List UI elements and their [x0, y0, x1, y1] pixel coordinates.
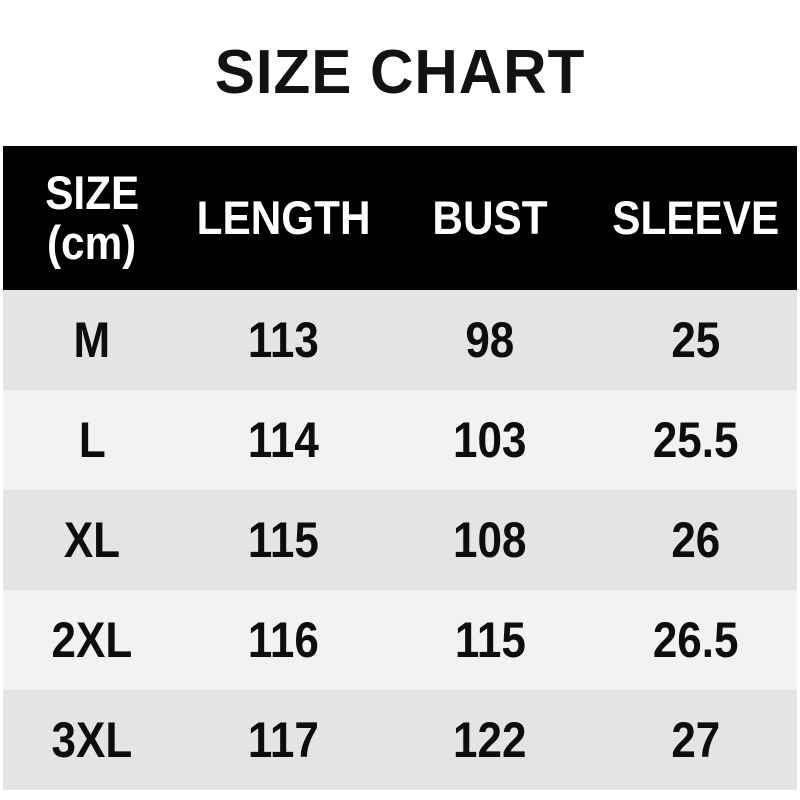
cell-size-value: 2XL [51, 612, 133, 668]
cell-length-value: 116 [247, 612, 319, 668]
cell-size-value: L [78, 412, 106, 468]
cell-sleeve-value: 26 [671, 512, 720, 568]
page-title: SIZE CHART [214, 38, 586, 107]
table-header-row: SIZE (cm) LENGTH BUST SLEEVE [3, 146, 797, 290]
cell-bust: 103 [386, 415, 594, 465]
cell-size-value: XL [63, 512, 121, 568]
cell-length-value: 113 [247, 312, 319, 368]
cell-sleeve-value: 25 [671, 312, 720, 368]
cell-bust-value: 115 [454, 612, 526, 668]
column-header-length-label: LENGTH [196, 191, 371, 245]
cell-size-value: 3XL [51, 712, 133, 768]
column-header-length: LENGTH [181, 193, 386, 243]
table-row: 3XL 117 122 27 [3, 690, 797, 790]
cell-bust-value: 98 [465, 312, 515, 368]
column-header-bust-label: BUST [432, 191, 548, 245]
column-header-size: SIZE (cm) [3, 168, 181, 268]
size-chart-table: SIZE (cm) LENGTH BUST SLEEVE M 113 98 [0, 146, 800, 800]
cell-length: 113 [181, 315, 386, 365]
cell-bust-value: 108 [453, 512, 527, 568]
cell-size: XL [3, 515, 181, 565]
cell-bust-value: 103 [453, 412, 527, 468]
cell-bust: 98 [386, 315, 594, 365]
cell-length: 117 [181, 715, 386, 765]
cell-sleeve: 25.5 [594, 415, 797, 465]
cell-bust-value: 122 [453, 712, 527, 768]
cell-sleeve: 26.5 [594, 615, 797, 665]
column-header-size-line2: (cm) [47, 216, 137, 269]
cell-size: 3XL [3, 715, 181, 765]
cell-size: L [3, 415, 181, 465]
title-band: SIZE CHART [0, 0, 800, 146]
column-header-bust: BUST [386, 193, 594, 243]
table-row: XL 115 108 26 [3, 490, 797, 590]
cell-size-value: M [73, 312, 111, 368]
cell-sleeve-value: 25.5 [652, 412, 739, 468]
cell-bust: 115 [386, 615, 594, 665]
column-header-sleeve-label: SLEEVE [612, 191, 779, 245]
column-header-size-line1: SIZE [44, 166, 140, 220]
cell-length: 114 [181, 415, 386, 465]
cell-length: 116 [181, 615, 386, 665]
cell-sleeve-value: 26.5 [652, 612, 739, 668]
table-row: L 114 103 25.5 [3, 390, 797, 490]
table-row: M 113 98 25 [3, 290, 797, 390]
cell-length-value: 114 [247, 412, 319, 468]
column-header-sleeve: SLEEVE [594, 193, 797, 243]
table-row: 2XL 116 115 26.5 [3, 590, 797, 690]
cell-length: 115 [181, 515, 386, 565]
cell-bust: 122 [386, 715, 594, 765]
cell-bust: 108 [386, 515, 594, 565]
cell-sleeve-value: 27 [671, 712, 720, 768]
cell-length-value: 115 [247, 512, 319, 568]
cell-sleeve: 27 [594, 715, 797, 765]
cell-length-value: 117 [247, 712, 319, 768]
cell-size: 2XL [3, 615, 181, 665]
cell-size: M [3, 315, 181, 365]
cell-sleeve: 26 [594, 515, 797, 565]
cell-sleeve: 25 [594, 315, 797, 365]
